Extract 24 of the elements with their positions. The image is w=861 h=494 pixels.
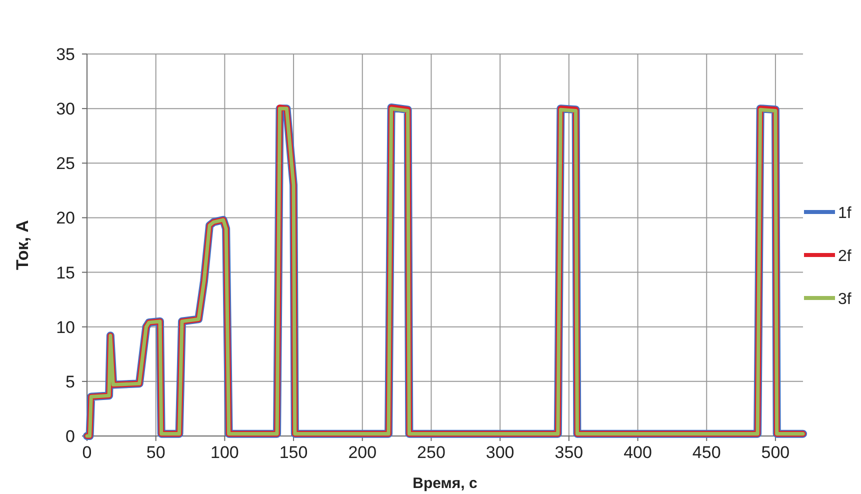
x-tick-label: 350 (554, 443, 584, 462)
y-tick-label: 20 (56, 208, 75, 228)
y-tick-label: 35 (56, 45, 75, 64)
x-tick-label: 200 (348, 443, 377, 462)
x-tick-label: 250 (417, 443, 446, 462)
x-tick-label: 300 (486, 443, 514, 462)
x-tick-label: 500 (761, 443, 790, 462)
x-tick-label: 0 (82, 443, 92, 462)
x-tick-label: 50 (146, 443, 166, 462)
x-axis-title: Время, с (412, 475, 478, 492)
y-tick-label: 15 (56, 263, 75, 282)
y-tick-label: 0 (66, 427, 75, 446)
y-axis-title: Ток, А (13, 220, 32, 270)
y-tick-label: 10 (56, 318, 75, 337)
x-tick-label: 100 (210, 443, 239, 462)
legend-label: 2f (838, 248, 852, 265)
x-tick-label: 450 (692, 443, 721, 462)
legend-label: 3f (838, 291, 852, 308)
x-tick-label: 150 (279, 443, 308, 462)
x-tick-label: 400 (624, 443, 652, 462)
y-tick-label: 25 (56, 154, 75, 174)
y-tick-label: 5 (66, 372, 75, 392)
legend-label: 1f (838, 205, 852, 222)
y-tick-label: 30 (56, 100, 75, 119)
